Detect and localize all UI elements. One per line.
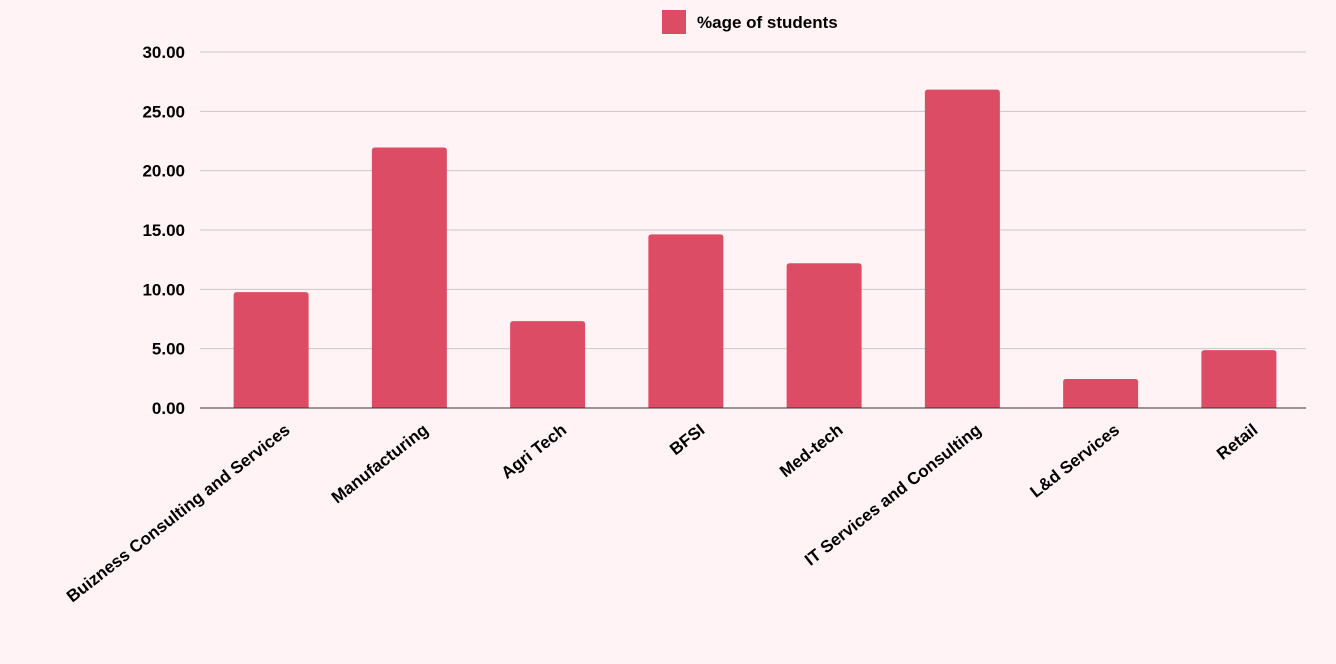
legend-label: %age of students <box>697 13 838 32</box>
x-tick-label: Agri Tech <box>498 420 570 482</box>
x-tick-label: Retail <box>1213 420 1261 463</box>
legend-swatch <box>662 10 686 34</box>
y-tick-label: 30.00 <box>142 43 185 62</box>
bar <box>1201 350 1277 408</box>
x-tick-label: L&d Services <box>1026 420 1123 501</box>
bar <box>371 147 447 408</box>
x-tick-label: Buizness Consulting and Services <box>63 420 294 606</box>
x-tick-label: Med-tech <box>776 420 847 481</box>
x-tick-label: Manufacturing <box>328 420 432 507</box>
y-tick-label: 5.00 <box>152 340 185 359</box>
bar <box>648 234 724 408</box>
bar <box>1063 379 1139 408</box>
y-tick-label: 25.00 <box>142 102 185 121</box>
bar <box>510 321 586 408</box>
y-tick-label: 0.00 <box>152 399 185 418</box>
y-tick-label: 10.00 <box>142 280 185 299</box>
grid-lines <box>200 51 1306 350</box>
legend: %age of students <box>662 10 838 34</box>
bar <box>786 263 862 408</box>
bar <box>233 292 309 408</box>
bars <box>233 89 1277 408</box>
x-tick-label: BFSI <box>666 420 708 459</box>
bar <box>924 89 1000 408</box>
y-tick-label: 15.00 <box>142 221 185 240</box>
y-tick-label: 20.00 <box>142 162 185 181</box>
